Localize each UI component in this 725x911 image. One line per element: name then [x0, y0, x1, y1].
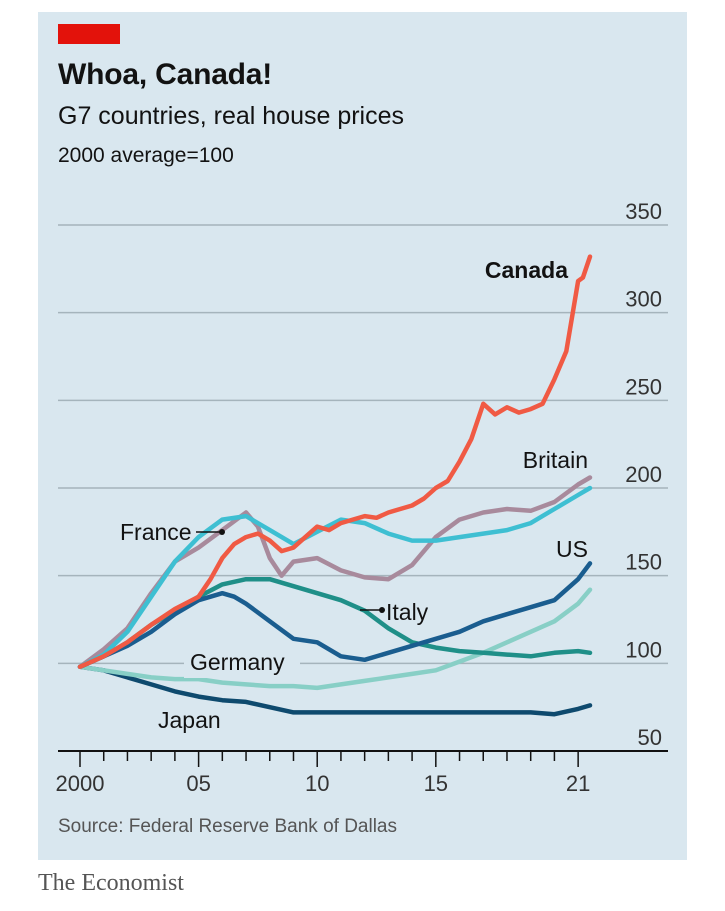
source-note: Source: Federal Reserve Bank of Dallas [58, 816, 397, 837]
label-leader-dot [219, 529, 225, 535]
y-tick-label: 250 [625, 374, 662, 399]
x-tick-label: 2000 [56, 771, 105, 796]
series-label-us: US [556, 536, 588, 562]
brand-logo: The Economist [38, 870, 184, 896]
series-label-canada: Canada [485, 257, 568, 283]
label-leader-dot [379, 607, 385, 613]
x-tick-label: 15 [424, 771, 448, 796]
label-knockout [184, 648, 300, 678]
series-labels: Canada Britain France US Italy Germany Japan [120, 257, 588, 733]
chart-panel [38, 12, 687, 860]
series-label-france: France [120, 519, 192, 545]
chart-title: Whoa, Canada! [58, 58, 273, 91]
series-label-germany: Germany [190, 649, 285, 675]
x-tick-label: 05 [186, 771, 210, 796]
series-lines [77, 254, 593, 717]
series-label-japan: Japan [158, 707, 221, 733]
y-tick-labels: 50 100 150 200 250 300 350 [625, 199, 662, 750]
y-tick-label: 50 [638, 725, 662, 750]
y-tick-label: 100 [625, 637, 662, 662]
x-axis: 2000 05 10 15 21 [56, 750, 668, 796]
series-line-us [77, 561, 593, 670]
chart-note: 2000 average=100 [58, 144, 234, 167]
y-tick-label: 350 [625, 199, 662, 224]
series-line-britain [77, 485, 593, 670]
series-line-germany [77, 587, 593, 691]
brand-red-tag [58, 24, 120, 44]
x-tick-label: 21 [566, 771, 590, 796]
series-line-canada [77, 254, 593, 670]
y-tick-label: 200 [625, 462, 662, 487]
y-tick-label: 150 [625, 550, 662, 575]
series-label-italy: Italy [386, 599, 429, 625]
series-label-britain: Britain [523, 447, 588, 473]
x-tick-label: 10 [305, 771, 329, 796]
chart-subtitle: G7 countries, real house prices [58, 102, 405, 130]
series-line-japan [77, 664, 593, 717]
y-tick-label: 300 [625, 287, 662, 312]
